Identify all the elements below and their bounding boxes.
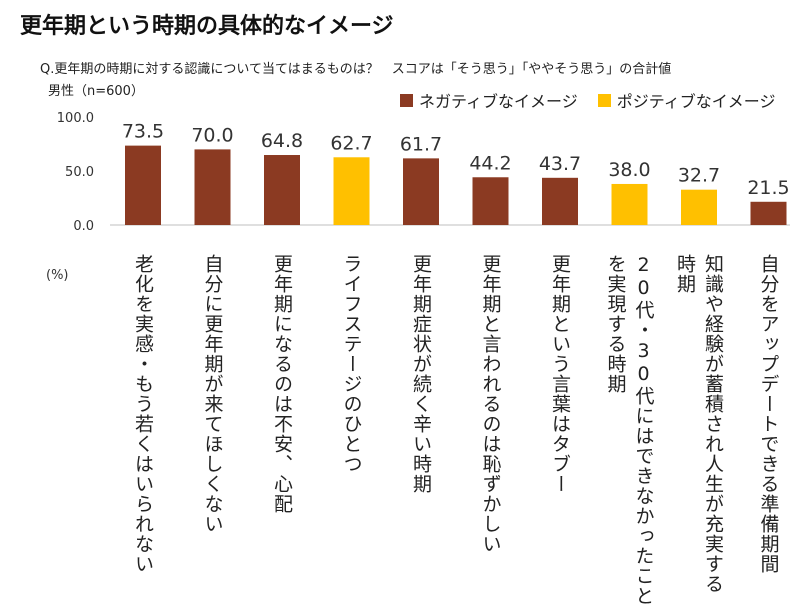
- chart-legend: ネガティブなイメージ ポジティブなイメージ: [400, 88, 795, 112]
- bar: [472, 177, 509, 225]
- bar-value-label: 43.7: [539, 153, 581, 175]
- bar: [611, 183, 648, 225]
- bar-value-label: 73.5: [122, 121, 164, 143]
- category-label: 更年期になるのは不安、心配: [271, 254, 293, 514]
- legend-label-positive: ポジティブなイメージ: [616, 92, 776, 111]
- bar: [403, 158, 439, 225]
- bar: [194, 149, 231, 225]
- category-label: 20代・30代にはできなかったことを実現する時期: [604, 254, 655, 606]
- legend-swatch-negative: [400, 93, 413, 107]
- bar-value-label: 44.2: [469, 152, 511, 174]
- unit-label: (%): [46, 268, 69, 283]
- bar-value-label: 64.8: [261, 130, 303, 152]
- category-label: 老化を実感・もう若くはいられない: [132, 254, 154, 574]
- bar-value-label: 21.5: [747, 177, 789, 199]
- legend-item-negative: ネガティブなイメージ: [400, 88, 578, 112]
- bar-value-label: 61.7: [400, 133, 442, 155]
- legend-item-positive: ポジティブなイメージ: [597, 88, 776, 112]
- bar: [681, 189, 717, 225]
- category-label: 更年期という言葉はタブー: [549, 254, 571, 494]
- category-label: 自分をアップデートできる準備期間: [757, 254, 780, 574]
- bar: [125, 145, 161, 225]
- bar: [750, 201, 787, 225]
- category-label: ライフステージのひとつ: [340, 254, 363, 474]
- bar-value-label: 38.0: [608, 159, 650, 181]
- bar: [333, 157, 370, 225]
- bar: [542, 177, 578, 225]
- bar-value-label: 32.7: [678, 165, 720, 187]
- category-label: 更年期症状が続く辛い時期: [410, 254, 432, 494]
- bar: [264, 155, 300, 225]
- bar-value-label: 62.7: [330, 132, 372, 154]
- legend-label-negative: ネガティブなイメージ: [419, 92, 578, 111]
- bar-value-label: 70.0: [191, 124, 233, 146]
- chart-title: 更年期という時期の具体的なイメージ: [20, 14, 394, 39]
- sample-size-note: 男性（n=600）: [48, 84, 144, 99]
- category-label: 知識や経験が蓄積され人生が充実する時期: [674, 254, 724, 594]
- legend-swatch-positive: [597, 93, 611, 107]
- y-tick-label: 50.0: [65, 165, 94, 180]
- y-tick-label: 0.0: [73, 219, 94, 234]
- y-tick-label: 100.0: [57, 111, 94, 126]
- category-label: 自分に更年期が来てほしくない: [201, 254, 224, 534]
- chart-subtitle: Q.更年期の時期に対する認識について当てはまるものは？ スコアは「そう思う」「や…: [40, 62, 672, 77]
- category-label: 更年期と言われるのは恥ずかしい: [479, 254, 502, 554]
